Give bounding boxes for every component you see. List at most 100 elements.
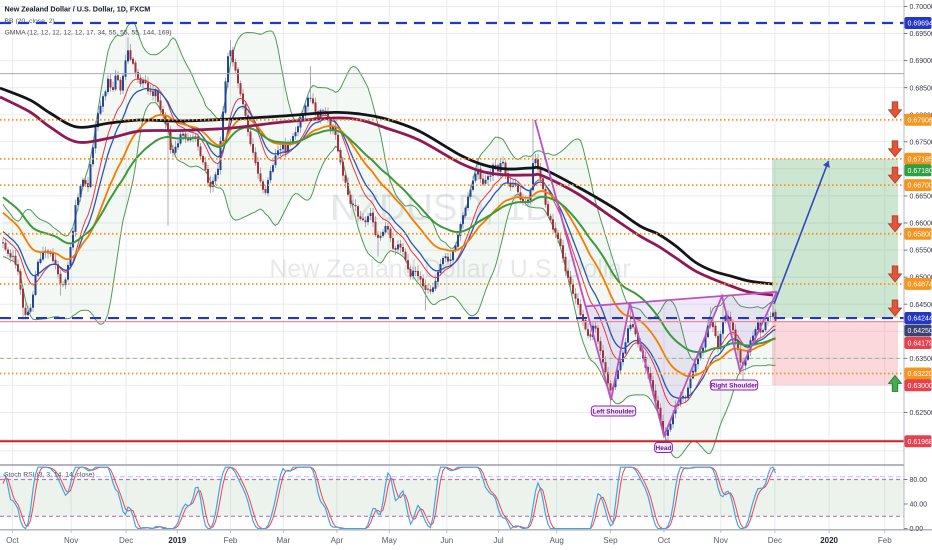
ema-34 (2, 113, 776, 378)
ema-55 (2, 126, 776, 354)
stoch-band-fill (0, 479, 904, 517)
pattern-label[interactable]: Head (654, 442, 673, 453)
sell-arrow-icon (887, 166, 903, 184)
price-badge-text: 0.64874 (908, 282, 932, 289)
time-label: Feb (878, 536, 892, 545)
price-badge-box (904, 379, 932, 392)
price-badge-text: 0.63000 (908, 383, 932, 390)
stop-zone[interactable] (772, 321, 898, 386)
profit-zone[interactable] (772, 158, 898, 318)
pattern-label-box (654, 442, 673, 453)
time-label: Dec (119, 536, 133, 545)
price-badge: 0.66700 (904, 179, 932, 192)
head-shoulders-pattern[interactable] (534, 119, 778, 439)
pattern-label-text: Left Shoulder (593, 409, 635, 416)
time-label: Nov (64, 536, 78, 545)
price-badge-box (904, 337, 932, 349)
price-badge-box (904, 152, 932, 165)
pattern-labels: Left Shoulder Head Right Shoulder (590, 379, 759, 453)
price-badge-text: 0.67180 (908, 168, 932, 175)
pattern-label[interactable]: Right Shoulder (709, 379, 759, 391)
pattern-label-text: Head (656, 445, 672, 452)
pattern-label[interactable]: Left Shoulder (590, 405, 637, 417)
ema-169 (0, 86, 774, 286)
projection-boxes[interactable] (772, 158, 898, 386)
pattern-label-box (590, 405, 637, 417)
time-label: Feb (224, 536, 238, 545)
legend-indicator-bb[interactable]: BB (20, close, 2) (5, 18, 55, 25)
price-badge: 0.64179 (904, 337, 932, 349)
legend-indicator-gmma[interactable]: GMMA (12, 12, 12, 12, 12, 17, 34, 55, 55… (5, 30, 172, 37)
time-label: May (382, 536, 397, 545)
price-badge-box (904, 164, 932, 177)
time-label: Nov (714, 536, 728, 545)
price-badge-box (904, 277, 932, 290)
trend-projection-arrow[interactable] (773, 160, 830, 305)
price-badge: 0.67185 (904, 152, 932, 165)
time-label: Oct (6, 536, 19, 545)
time-axis[interactable]: Oct Nov Dec 2019 Feb Mar Apr May Jun Jul Aug Sep Oct… (0, 529, 932, 545)
stoch-tick-label: 80.00 (910, 477, 928, 484)
price-badge-text: 0.64179 (908, 341, 932, 348)
time-label: Jul (493, 536, 503, 545)
price-badge-text: 0.69694 (908, 21, 932, 28)
price-badge-box (904, 312, 932, 324)
price-tick-label: 0.62500 (910, 410, 932, 417)
price-badge-box (904, 367, 932, 380)
time-label: 2019 (168, 536, 186, 545)
stoch-label[interactable]: Stoch RSI (3, 3, 14, 14, close) (4, 472, 95, 479)
sell-arrow-icon (887, 299, 903, 317)
pattern-zigzag[interactable] (534, 119, 778, 439)
time-label: Jun (440, 536, 453, 545)
stoch-rsi-plot[interactable] (0, 466, 904, 529)
time-label: Dec (768, 536, 782, 545)
ema-12 (2, 78, 776, 407)
horizontal-levels[interactable] (0, 21, 904, 443)
time-label: Oct (658, 536, 671, 545)
time-label: Sep (603, 536, 618, 545)
price-badge: 0.64874 (904, 277, 932, 290)
stoch-k-line (2, 466, 777, 529)
legend-symbol-title[interactable]: New Zealand Dollar / U.S. Dollar, 1D, FX… (5, 5, 151, 14)
sell-arrow-icon (887, 140, 903, 158)
price-badge-text: 0.64244 (908, 316, 932, 323)
moving-averages (0, 78, 776, 407)
stoch-rsi-panel[interactable]: Stoch RSI (3, 3, 14, 14, close) (0, 464, 932, 479)
time-label: Aug (550, 536, 564, 545)
price-badge-text: 0.65800 (908, 231, 932, 238)
price-badge: 0.64250 (904, 324, 932, 337)
price-badge-box (904, 17, 932, 29)
price-badge-text: 0.63220 (908, 371, 932, 378)
price-badge-box (904, 324, 932, 337)
time-label: 2020 (820, 536, 838, 545)
price-badge-text: 0.67185 (908, 156, 932, 163)
price-axis-bg[interactable] (904, 0, 932, 530)
bollinger-lower (2, 101, 776, 459)
watermark-symbol: NZDUSD, 1D (330, 187, 552, 228)
pattern-neckline[interactable] (585, 290, 778, 308)
ema-144 (0, 95, 774, 297)
price-badge: 0.63220 (904, 367, 932, 380)
ema-17 (2, 87, 776, 399)
price-badge-text: 0.61968 (908, 439, 932, 446)
price-badge-box (904, 179, 932, 192)
sell-arrow-icon (887, 101, 903, 119)
stoch-d-line (2, 466, 776, 529)
time-label: Apr (331, 536, 344, 545)
trend-arrow-line[interactable] (773, 160, 830, 305)
price-badge: 0.67180 (904, 164, 932, 177)
legend[interactable]: New Zealand Dollar / U.S. Dollar, 1D, FX… (5, 5, 172, 37)
sell-arrow-icon (887, 265, 903, 283)
price-badge: 0.67906 (904, 113, 932, 126)
